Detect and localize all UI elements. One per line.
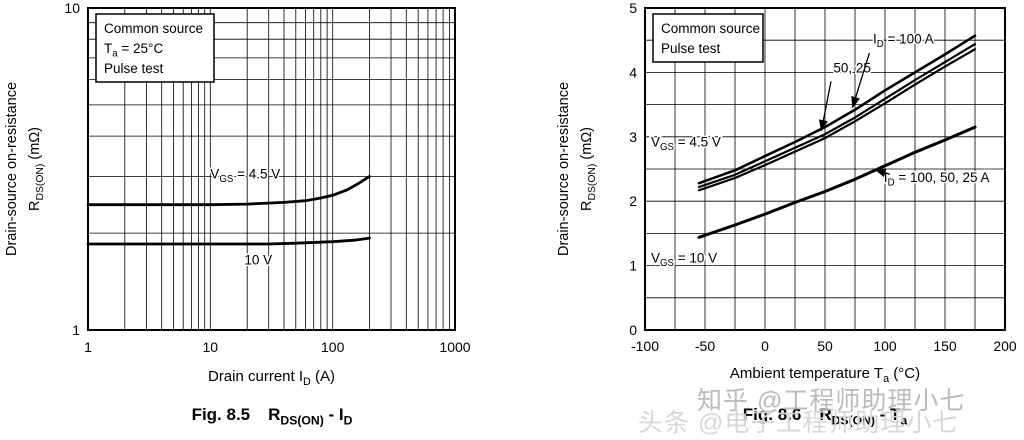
y-axis-title-line2: RDS(ON) (mΩ)	[27, 127, 46, 211]
x-axis-title: Ambient temperature Ta (°C)	[730, 365, 920, 385]
figure-caption: Fig. 8.6 RDS(ON) - Ta	[743, 405, 908, 427]
svg-text:1000: 1000	[439, 339, 470, 355]
svg-text:10: 10	[64, 0, 80, 16]
svg-text:150: 150	[933, 338, 957, 354]
svg-text:1: 1	[629, 258, 637, 274]
y-axis-title-line2: RDS(ON) (mΩ)	[579, 127, 598, 211]
svg-text:Ta = 25°C: Ta = 25°C	[104, 41, 163, 60]
svg-text:1: 1	[84, 339, 92, 355]
curve-3	[697, 125, 977, 239]
curve-label-0: ID = 100 A	[873, 31, 934, 50]
figure-caption: Fig. 8.5 RDS(ON) - ID	[192, 405, 353, 427]
chart-rdson-vs-ambient-temperature: -100 -50 0 50 100 150 200 0 1 2 3 4 5 Ambient tempera…	[556, 0, 1017, 427]
plot-border	[644, 7, 1006, 331]
pointer-arrow-0	[851, 52, 871, 109]
y-axis-title-line1: Drain-source on-resistance	[556, 82, 572, 256]
svg-text:1: 1	[72, 322, 80, 338]
curve-label-0: VGS = 4.5 V	[210, 167, 280, 186]
plot-border	[87, 7, 456, 331]
svg-text:4: 4	[629, 64, 637, 80]
y-axis-title-line1: Drain-source on-resistance	[4, 82, 20, 256]
test-conditions-box: Common source Pulse test	[652, 13, 764, 63]
svg-text:5: 5	[629, 0, 637, 16]
svg-text:-100: -100	[631, 338, 659, 354]
svg-text:10: 10	[203, 339, 219, 355]
curve-1	[86, 236, 371, 246]
tick-labels: 1 10 100 1000 1 10	[64, 0, 470, 355]
curve-0	[697, 34, 977, 185]
svg-text:-50: -50	[695, 338, 715, 354]
svg-text:Common source: Common source	[661, 21, 760, 36]
pointer-arrow-1	[818, 81, 832, 132]
svg-text:Pulse test: Pulse test	[104, 61, 164, 76]
svg-text:Common source: Common source	[104, 21, 203, 36]
curve-label-1: 50, 25	[833, 60, 871, 75]
curve-label-1: 10 V	[244, 252, 272, 267]
svg-text:50: 50	[817, 338, 833, 354]
svg-text:Pulse test: Pulse test	[661, 41, 721, 56]
curve-0	[86, 175, 371, 207]
chart-rdson-vs-drain-current: 1 10 100 1000 1 10 Drain current ID (A) Drain-s…	[4, 0, 471, 427]
svg-text:200: 200	[993, 338, 1017, 354]
svg-text:100: 100	[321, 339, 345, 355]
svg-text:2: 2	[629, 193, 637, 209]
svg-text:3: 3	[629, 129, 637, 145]
x-axis-title: Drain current ID (A)	[208, 368, 335, 388]
curve-1	[697, 43, 977, 189]
curve-2	[697, 48, 977, 192]
curve-label-3: ID = 100, 50, 25 A	[884, 170, 990, 189]
tick-labels: -100 -50 0 50 100 150 200 0 1 2 3 4 5	[629, 0, 1017, 354]
pointer-arrow-2	[874, 168, 890, 178]
curve-label-4: VGS = 10 V	[651, 250, 717, 269]
svg-text:100: 100	[873, 338, 897, 354]
svg-text:0: 0	[629, 322, 637, 338]
curve-label-2: VGS = 4.5 V	[651, 135, 721, 154]
svg-text:0: 0	[761, 338, 769, 354]
